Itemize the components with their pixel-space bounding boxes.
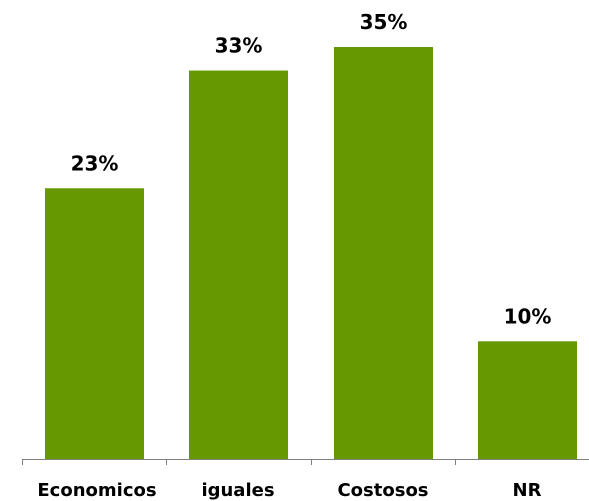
data-label-iguales: 33% — [215, 34, 263, 58]
value-labels-layer: 23% 33% 35% 10% — [71, 10, 552, 328]
bar-nr — [478, 341, 577, 459]
category-label-nr: NR — [513, 480, 542, 501]
x-axis — [22, 459, 589, 465]
bar-economicos — [45, 188, 144, 459]
category-label-iguales: iguales — [201, 480, 274, 501]
bar-costosos — [334, 47, 433, 459]
data-label-economicos: 23% — [71, 151, 119, 175]
bar-iguales — [189, 70, 288, 460]
data-label-nr: 10% — [504, 304, 552, 328]
category-label-economicos: Economicos — [37, 480, 156, 501]
category-labels-layer: Economicos iguales Costosos NR — [37, 480, 541, 501]
category-label-costosos: Costosos — [337, 480, 428, 501]
bars-layer — [45, 47, 577, 460]
data-label-costosos: 35% — [360, 10, 408, 34]
